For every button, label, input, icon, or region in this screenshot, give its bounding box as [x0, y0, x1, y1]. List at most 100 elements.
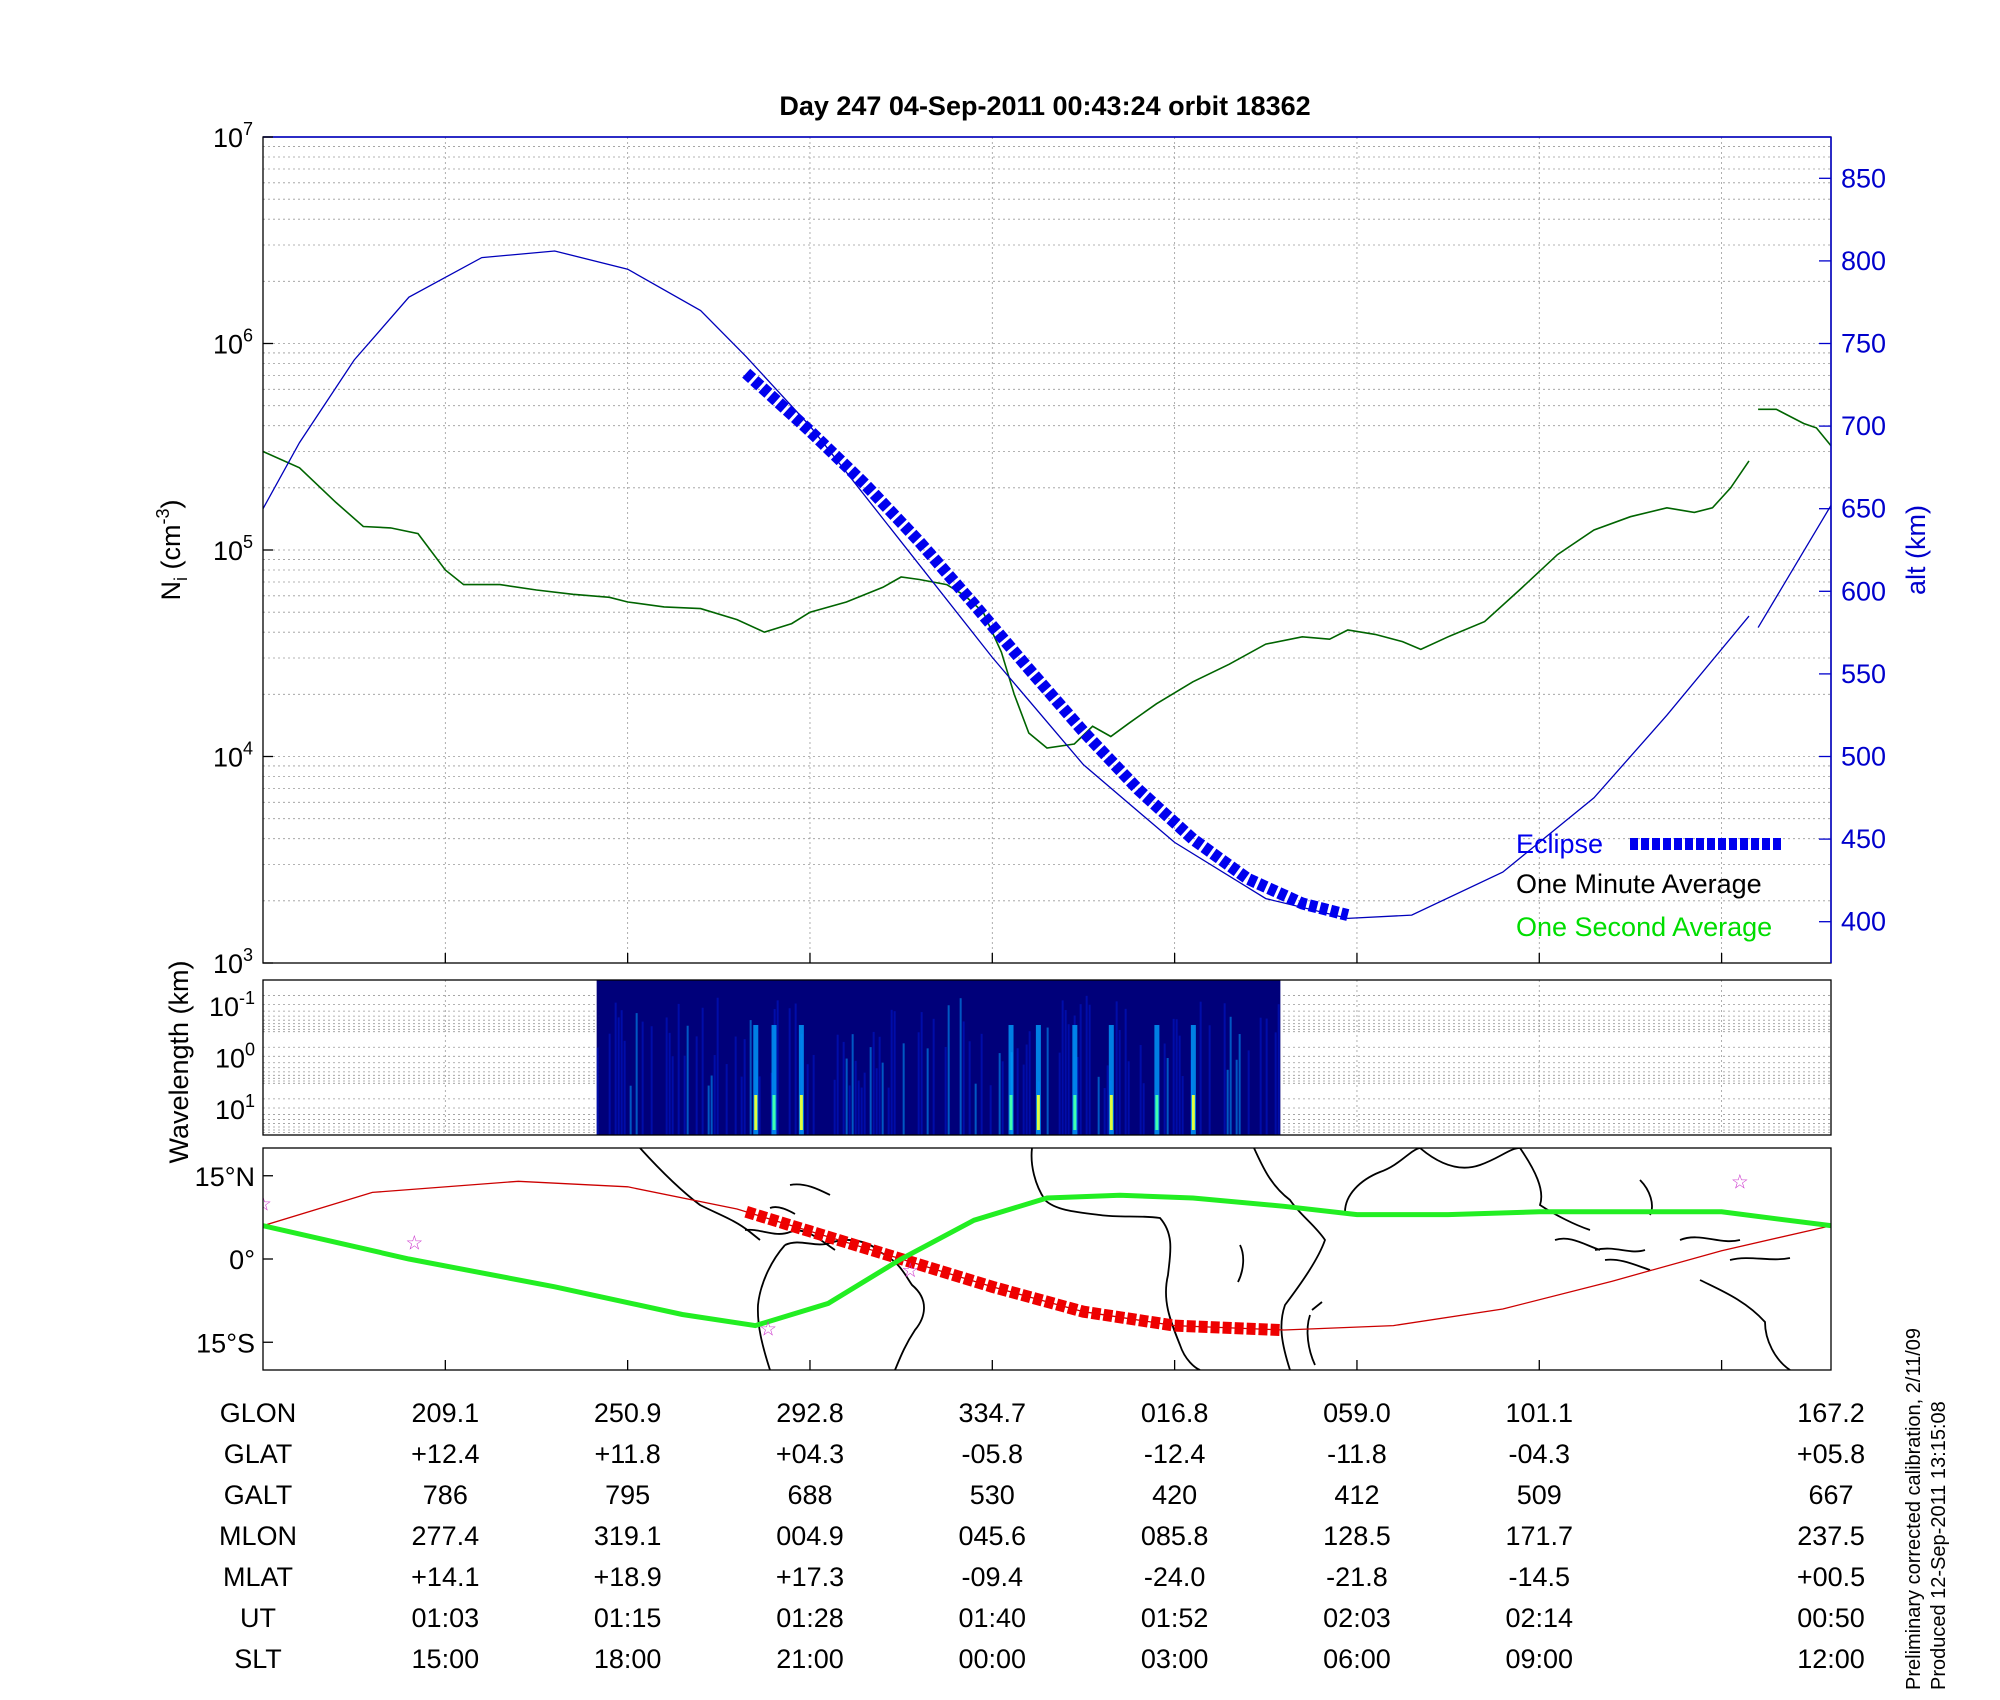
spectrogram-column [1094, 1057, 1097, 1135]
map-axes-frame [262, 1147, 1832, 1371]
table-cell: 786 [423, 1480, 468, 1510]
spectrogram-column [797, 1005, 800, 1135]
spectrogram-column [884, 1029, 887, 1135]
spectrogram-column [764, 998, 767, 1135]
spectrogram-bright-band [771, 1025, 777, 1135]
table-cell: 01:40 [959, 1603, 1027, 1633]
spectrogram-column [617, 1017, 620, 1135]
spectrogram-column [725, 1064, 728, 1135]
spectrogram-column [683, 1055, 686, 1135]
spectrogram-column [1064, 1010, 1067, 1135]
legend-eclipse-label: Eclipse [1516, 829, 1603, 859]
spectrogram-column [986, 1062, 989, 1135]
spectrogram-column [971, 1053, 974, 1135]
spectrogram-column [668, 1032, 671, 1135]
spectrogram-column [728, 1084, 731, 1135]
spectrogram-column [902, 1043, 905, 1135]
table-cell: 01:15 [594, 1603, 662, 1633]
spectrogram-column [998, 1053, 1001, 1135]
spectrogram-column [812, 1054, 815, 1135]
spectrogram-column [1247, 1050, 1250, 1135]
altitude-series-line [263, 250, 1750, 920]
table-cell: 250.9 [594, 1398, 662, 1428]
spectrogram-column [707, 1085, 710, 1135]
density-grid [263, 146, 1831, 964]
spectrogram-column [1046, 1027, 1049, 1135]
spectrogram-column [638, 1046, 641, 1135]
spectrogram-column [1226, 1069, 1229, 1135]
spectrogram-bright-band [1008, 1025, 1014, 1135]
spectrogram-column [635, 1013, 638, 1135]
spectrogram-column [1043, 1003, 1046, 1135]
alt-axis-tick-label: 750 [1841, 329, 1886, 359]
spectrogram-axes-frame [262, 979, 1832, 1136]
spectrogram-column [1181, 1076, 1184, 1135]
spectrogram-column [761, 1072, 764, 1135]
spectrogram-column [629, 1085, 632, 1135]
spectrogram-column [1016, 1048, 1019, 1135]
spectrogram-column [899, 997, 902, 1135]
spectrogram-column [1253, 1037, 1256, 1135]
alt-axis-tick-label: 800 [1841, 246, 1886, 276]
chart-title: Day 247 04-Sep-2011 00:43:24 orbit 18362 [779, 91, 1310, 121]
spectrogram-column [875, 1068, 878, 1135]
star-marker-icon: ☆ [901, 1260, 919, 1282]
spectrogram-column [983, 1015, 986, 1135]
alt-axis-tick-label: 650 [1841, 494, 1886, 524]
spectrogram-column [785, 1023, 788, 1135]
density-series-line [1758, 408, 1831, 447]
spectrogram-column [1259, 1017, 1262, 1135]
table-cell: 530 [970, 1480, 1015, 1510]
table-cell: 00:00 [959, 1644, 1027, 1674]
spectrogram-column [779, 1040, 782, 1135]
spectrogram-column [1166, 1057, 1169, 1135]
spectrogram-bright-spot [1073, 1095, 1077, 1130]
spectrogram-column [1067, 1024, 1070, 1135]
spectrogram-column [920, 1012, 923, 1135]
spectrogram-column [734, 1036, 737, 1135]
spectrogram-column [1001, 1061, 1004, 1135]
spectrogram-column [596, 1047, 599, 1135]
spectrogram-column [1076, 1056, 1079, 1135]
spectrogram-column [1004, 1049, 1007, 1135]
latitude-axis-tick-label: 15°S [196, 1328, 255, 1358]
table-cell: 334.7 [959, 1398, 1027, 1428]
wavelength-axis-tick-label: 101 [215, 1091, 255, 1125]
spectrogram-column [695, 1036, 698, 1135]
spectrogram-column [731, 1028, 734, 1135]
spectrogram-column [611, 1068, 614, 1135]
spectrogram-bright-spot [1036, 1095, 1040, 1130]
spectrogram-column [1169, 1064, 1172, 1135]
spectrogram-column [1061, 1000, 1064, 1135]
spectrogram-column [677, 1003, 680, 1135]
spectrogram-column [1217, 1068, 1220, 1135]
star-marker-icon: ☆ [759, 1318, 777, 1340]
spectrogram-column [1232, 1031, 1235, 1135]
spectrogram-column [929, 1010, 932, 1135]
alt-axis-tick-label: 600 [1841, 576, 1886, 606]
table-cell: 277.4 [412, 1521, 480, 1551]
spectrogram-column [1262, 1086, 1265, 1135]
ground-track-series: ☆ ☆ ☆ ☆ ☆ [263, 1171, 1831, 1340]
wavelength-axis-tick-label: 10-1 [209, 988, 255, 1022]
spectrogram-column [659, 1081, 662, 1135]
spectrogram-column [1118, 1029, 1121, 1135]
table-cell: 12:00 [1797, 1644, 1865, 1674]
spectrogram-column [1088, 1004, 1091, 1135]
spectrogram-column [782, 1028, 785, 1135]
spectrogram-column [914, 1079, 917, 1135]
table-cell: 00:50 [1797, 1603, 1865, 1633]
table-cell: 06:00 [1323, 1644, 1391, 1674]
spectrogram-column [623, 1040, 626, 1135]
coastline-outlines [639, 1148, 1791, 1370]
spectrogram-column [1085, 995, 1088, 1135]
legend: Eclipse One Minute Average One Second Av… [1516, 829, 1782, 942]
spectrogram-column [794, 1003, 797, 1135]
spectrogram-bright-band [1072, 1025, 1078, 1135]
spectrogram-column [1241, 1069, 1244, 1135]
spectrogram-bright-spot [1155, 1095, 1159, 1130]
spectrogram-column [1052, 1028, 1055, 1135]
wavelength-axis-ticks: 10-1 100 101 [209, 988, 255, 1125]
spectrogram-column [1022, 1064, 1025, 1135]
spectrogram-column [1142, 1083, 1145, 1135]
